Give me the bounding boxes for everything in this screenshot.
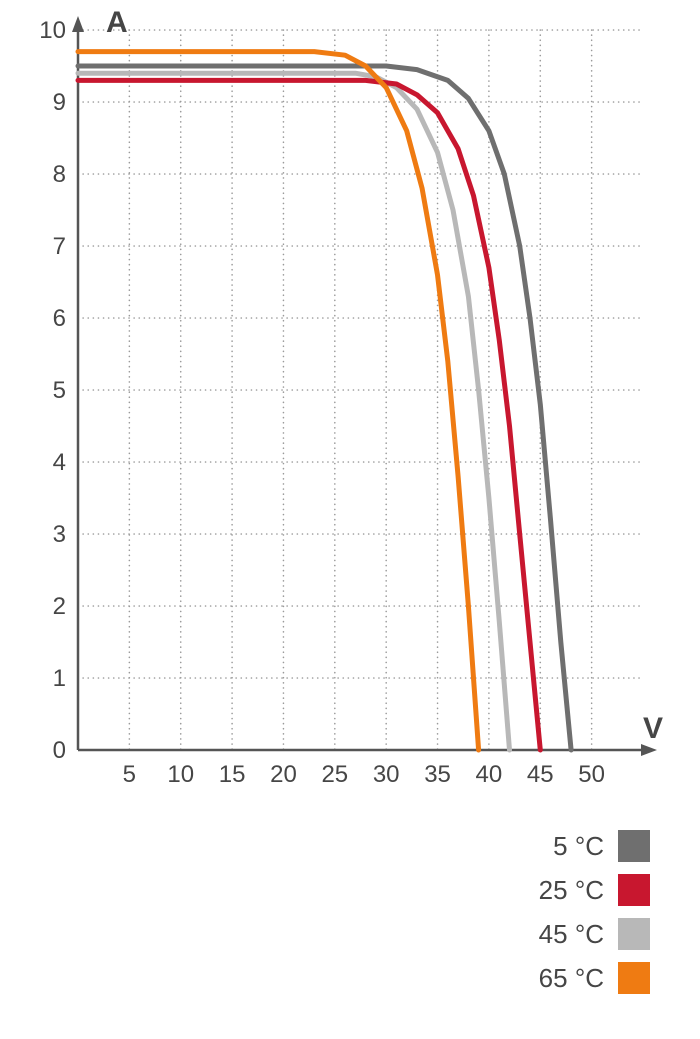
legend-swatch <box>618 962 650 994</box>
svg-text:3: 3 <box>53 521 66 548</box>
legend-label: 65 °C <box>539 963 604 994</box>
svg-text:10: 10 <box>167 761 194 788</box>
svg-text:5: 5 <box>53 377 66 404</box>
legend-swatch <box>618 918 650 950</box>
svg-text:10: 10 <box>39 17 66 44</box>
svg-text:35: 35 <box>424 761 451 788</box>
legend-item: 5 °C <box>539 830 650 862</box>
svg-text:6: 6 <box>53 305 66 332</box>
svg-text:30: 30 <box>373 761 400 788</box>
legend-label: 5 °C <box>553 831 604 862</box>
legend-swatch <box>618 830 650 862</box>
legend-label: 45 °C <box>539 919 604 950</box>
svg-text:45: 45 <box>527 761 554 788</box>
svg-text:4: 4 <box>53 449 66 476</box>
svg-text:15: 15 <box>219 761 246 788</box>
legend-item: 25 °C <box>539 874 650 906</box>
svg-text:40: 40 <box>476 761 503 788</box>
svg-text:A: A <box>106 6 128 39</box>
svg-text:9: 9 <box>53 89 66 116</box>
svg-text:25: 25 <box>321 761 348 788</box>
svg-text:1: 1 <box>53 665 66 692</box>
svg-text:5: 5 <box>123 761 136 788</box>
svg-text:0: 0 <box>53 737 66 764</box>
svg-text:8: 8 <box>53 161 66 188</box>
svg-text:V: V <box>643 712 663 745</box>
svg-text:50: 50 <box>578 761 605 788</box>
legend-item: 45 °C <box>539 918 650 950</box>
legend-item: 65 °C <box>539 962 650 994</box>
legend-label: 25 °C <box>539 875 604 906</box>
legend: 5 °C 25 °C 45 °C 65 °C <box>539 830 650 994</box>
legend-swatch <box>618 874 650 906</box>
svg-text:2: 2 <box>53 593 66 620</box>
iv-curve-chart: 0123456789105101520253035404550AV <box>10 0 690 805</box>
svg-text:20: 20 <box>270 761 297 788</box>
svg-text:7: 7 <box>53 233 66 260</box>
